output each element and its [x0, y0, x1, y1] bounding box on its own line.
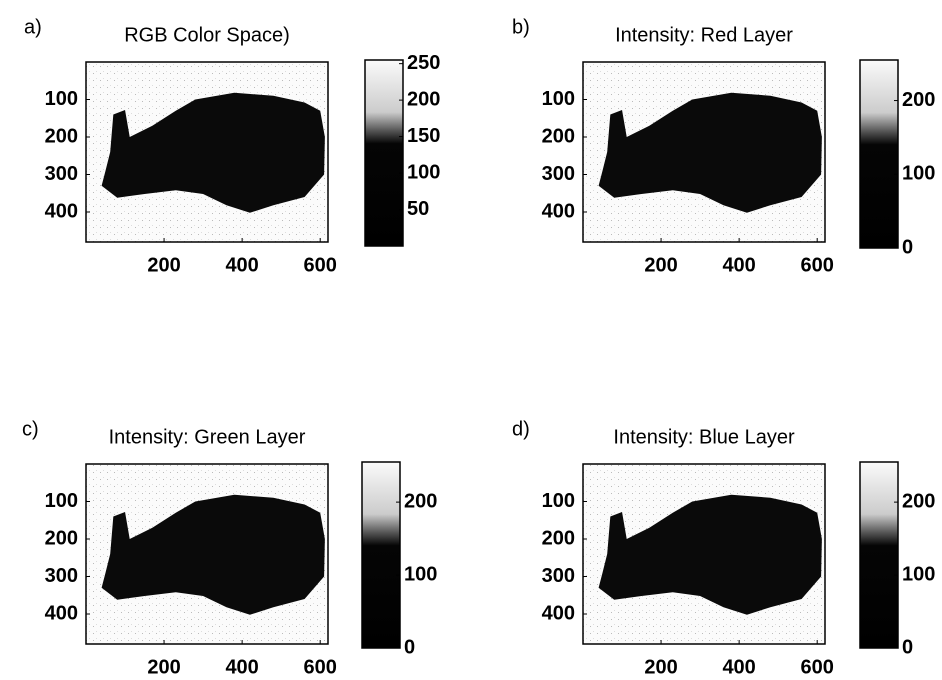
y-tick-label: 200 — [45, 125, 78, 147]
colorbar-tick-label: 0 — [404, 636, 415, 658]
colorbar-tick-label: 200 — [407, 88, 440, 110]
x-tick-label: 600 — [304, 656, 337, 678]
axes-box — [85, 61, 329, 243]
colorbar — [859, 461, 899, 649]
axes-box — [85, 463, 329, 645]
x-tick-label: 400 — [225, 656, 258, 678]
axes-box — [582, 463, 826, 645]
colorbar-tick-label: 0 — [902, 636, 913, 658]
y-tick-label: 400 — [45, 200, 78, 222]
x-tick-label: 600 — [801, 254, 834, 276]
colorbar-tick-label: 200 — [902, 89, 935, 111]
x-tick-label: 400 — [722, 254, 755, 276]
panel-label: d) — [512, 418, 530, 440]
y-tick-label: 300 — [45, 565, 78, 587]
panel: a) RGB Color Space) 200 400 600 100 200 300 400 5… — [24, 16, 440, 276]
panel: c) Intensity: Green Layer 200 400 600 100 200 3… — [22, 418, 437, 678]
y-tick-label: 100 — [45, 490, 78, 512]
panel-title: RGB Color Space) — [124, 24, 290, 46]
panel-label: c) — [22, 418, 39, 440]
axes-box — [582, 61, 826, 243]
x-tick-label: 200 — [147, 254, 180, 276]
x-tick-label: 200 — [147, 656, 180, 678]
panel-label: a) — [24, 16, 42, 38]
y-tick-label: 100 — [542, 88, 575, 110]
colorbar-tick-label: 100 — [404, 563, 437, 585]
image-object — [598, 494, 822, 615]
panel: b) Intensity: Red Layer 200 400 600 100 200 300… — [512, 16, 935, 276]
colorbar-tick-label: 200 — [902, 490, 935, 512]
y-tick-label: 400 — [45, 602, 78, 624]
panel: d) Intensity: Blue Layer 200 400 600 100 200 30… — [512, 418, 935, 678]
y-tick-label: 400 — [542, 200, 575, 222]
colorbar-tick-label: 100 — [407, 161, 440, 183]
colorbar-tick-label: 50 — [407, 198, 429, 220]
panel-title: Intensity: Green Layer — [109, 426, 306, 448]
colorbar-tick-label: 100 — [902, 163, 935, 185]
y-tick-label: 200 — [542, 527, 575, 549]
y-tick-label: 100 — [45, 88, 78, 110]
colorbar — [361, 461, 401, 649]
colorbar-tick-label: 0 — [902, 236, 913, 258]
colorbar-tick-label: 150 — [407, 125, 440, 147]
colorbar-tick-label: 250 — [407, 52, 440, 74]
panel-title: Intensity: Red Layer — [615, 24, 793, 46]
colorbar-tick-label: 200 — [404, 490, 437, 512]
y-tick-label: 100 — [542, 490, 575, 512]
y-tick-label: 200 — [542, 125, 575, 147]
y-tick-label: 400 — [542, 602, 575, 624]
panel-title: Intensity: Blue Layer — [613, 426, 795, 448]
x-tick-label: 200 — [644, 254, 677, 276]
y-tick-label: 200 — [45, 527, 78, 549]
x-tick-label: 200 — [644, 656, 677, 678]
y-tick-label: 300 — [45, 163, 78, 185]
x-tick-label: 400 — [722, 656, 755, 678]
colorbar — [364, 59, 404, 247]
image-object — [101, 494, 325, 615]
colorbar-tick-label: 100 — [902, 563, 935, 585]
x-tick-label: 400 — [225, 254, 258, 276]
panel-label: b) — [512, 16, 530, 38]
image-object — [101, 92, 325, 213]
colorbar — [859, 59, 899, 249]
y-tick-label: 300 — [542, 163, 575, 185]
y-tick-label: 300 — [542, 565, 575, 587]
x-tick-label: 600 — [801, 656, 834, 678]
image-object — [598, 92, 822, 213]
x-tick-label: 600 — [304, 254, 337, 276]
